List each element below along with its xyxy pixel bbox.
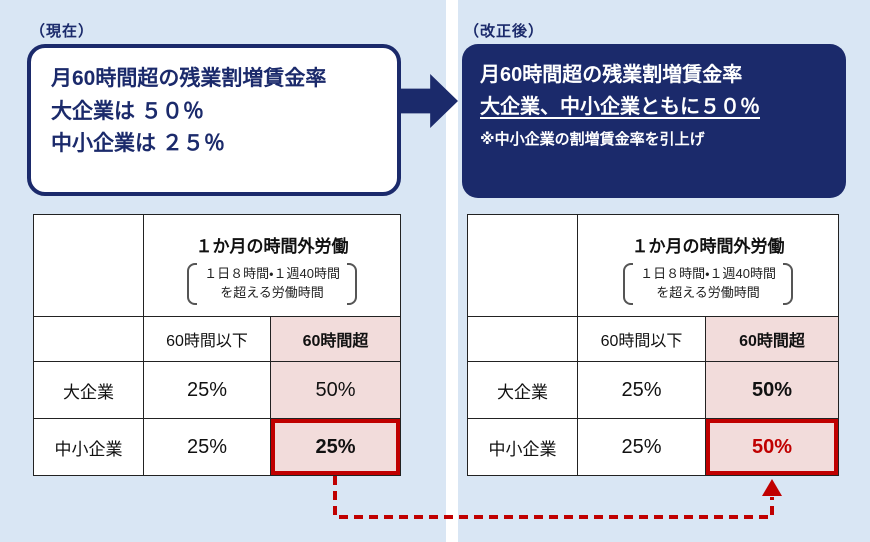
current-box-line3: 中小企業は ２５％ [51,132,225,156]
table-row: 大企業 25% 50% [467,361,840,419]
large-company-over60-value: 50% [269,361,402,419]
large-company-over60-value: 50% [704,361,840,419]
right-bracket-icon [346,263,357,305]
large-company-under60-value: 25% [143,361,271,419]
current-box-line1: 月60時間超の残業割増賃金率 [51,67,327,90]
table-row: 中小企業 25% 25% [33,418,402,476]
row-label-large-company: 大企業 [33,361,144,419]
table-header-cell: １か月の時間外労働 １日８時間・１週40時間 を超える労働時間 [142,214,402,317]
sme-over60-value-highlighted: 50% [704,418,840,476]
current-panel-label: （現在） [30,23,95,40]
table-header-note: １日８時間・１週40時間 を超える労働時間 [623,263,793,305]
empty-corner-cell [33,316,144,362]
table-header-title: １か月の時間外労働 [195,237,349,257]
revised-box-line3: ※中小企業の割増賃金率を引上げ [480,131,705,148]
table-header-note-lines: １日８時間・１週40時間 を超える労働時間 [638,263,778,305]
large-company-under60-value: 25% [577,361,706,419]
sme-over60-value-highlighted: 25% [269,418,402,476]
table-row: 中小企業 25% 50% [467,418,840,476]
revised-panel: （改正後） 月60時間超の残業割増賃金率 大企業、中小企業ともに５０％ ※中小企… [458,0,870,542]
left-bracket-icon [187,263,198,305]
empty-corner-cell [467,316,578,362]
table-row: 大企業 25% 50% [33,361,402,419]
col-over60-header: 60時間超 [269,316,402,362]
revised-summary-box: 月60時間超の残業割増賃金率 大企業、中小企業ともに５０％ ※中小企業の割増賃金… [462,44,846,198]
col-under60-header: 60時間以下 [143,316,271,362]
revised-panel-label: （改正後） [464,23,545,40]
revised-rate-table: １か月の時間外労働 １日８時間・１週40時間 を超える労働時間 60時間以下 6… [467,214,840,476]
row-label-sme: 中小企業 [467,418,578,476]
table-header-title: １か月の時間外労働 [631,237,785,257]
empty-corner-cell [467,214,578,317]
current-box-line2: 大企業は ５０％ [51,99,204,123]
left-bracket-icon [623,263,634,305]
table-header-cell: １か月の時間外労働 １日８時間・１週40時間 を超える労働時間 [576,214,840,317]
current-summary-box: 月60時間超の残業割増賃金率 大企業は ５０％ 中小企業は ２５％ [27,44,401,196]
table-header-note: １日８時間・１週40時間 を超える労働時間 [187,263,357,305]
note-line1: １日８時間・１週40時間 [204,266,340,282]
col-over60-header: 60時間超 [704,316,840,362]
note-line2: を超える労働時間 [656,285,760,300]
table-header-note-lines: １日８時間・１週40時間 を超える労働時間 [202,263,342,305]
row-label-sme: 中小企業 [33,418,144,476]
sme-under60-value: 25% [577,418,706,476]
sme-under60-value: 25% [143,418,271,476]
note-line1: １日８時間・１週40時間 [640,266,776,282]
revised-box-line2: 大企業、中小企業ともに５０％ [480,96,760,118]
note-line2: を超える労働時間 [220,285,324,300]
empty-corner-cell [33,214,144,317]
current-rate-table: １か月の時間外労働 １日８時間・１週40時間 を超える労働時間 60時間以下 6… [33,214,402,476]
right-bracket-icon [782,263,793,305]
col-under60-header: 60時間以下 [577,316,706,362]
revised-box-line1: 月60時間超の残業割増賃金率 [480,64,743,86]
row-label-large-company: 大企業 [467,361,578,419]
current-panel: （現在） 月60時間超の残業割増賃金率 大企業は ５０％ 中小企業は ２５％ １… [0,0,446,542]
